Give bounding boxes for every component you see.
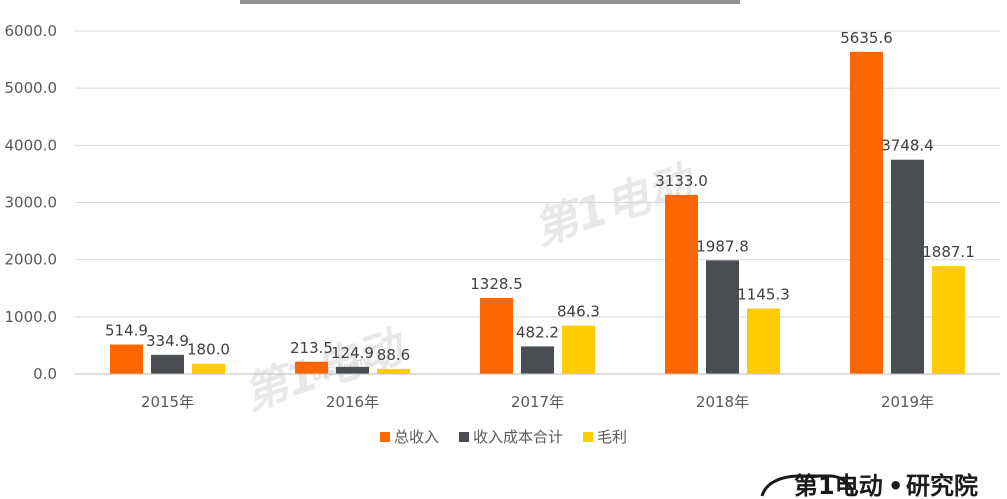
x-category-label: 2015年 (141, 393, 194, 411)
legend-swatch (380, 432, 390, 442)
data-label: 846.3 (557, 303, 600, 321)
y-tick-label: 6000.0 (5, 22, 58, 40)
legend: 总收入 收入成本合计 毛利 (380, 428, 627, 446)
y-tick-label: 5000.0 (5, 79, 58, 97)
legend-label: 毛利 (597, 428, 627, 446)
bar (521, 346, 554, 374)
data-label: 180.0 (187, 341, 230, 359)
data-label: 482.2 (516, 323, 559, 341)
x-category-label: 2018年 (696, 393, 749, 411)
data-label: 213.5 (290, 339, 333, 357)
y-tick-label: 0.0 (33, 365, 57, 383)
data-label: 3748.4 (881, 137, 934, 155)
brand-org-text: 研究院 (906, 472, 978, 499)
chart-title-remnant (240, 0, 740, 4)
bar (706, 260, 739, 374)
x-axis-category-labels: 2015年 2016年 2017年 2018年 2019年 (141, 393, 934, 411)
legend-label: 收入成本合计 (473, 428, 563, 446)
car-icon (760, 474, 854, 497)
y-tick-label: 2000.0 (5, 251, 58, 269)
gridlines (75, 30, 1000, 318)
brand-logo-text: 第1电动 (794, 472, 883, 499)
brand-logo: 第1电动 • 研究院 (760, 472, 978, 499)
legend-label: 总收入 (394, 428, 439, 446)
bar (850, 51, 883, 374)
data-label: 514.9 (105, 322, 148, 340)
bars (110, 51, 965, 374)
bar (932, 266, 965, 374)
data-label: 334.9 (146, 332, 189, 350)
bar (295, 361, 328, 374)
x-category-label: 2017年 (511, 393, 564, 411)
data-label: 1328.5 (470, 275, 523, 293)
bar (377, 368, 410, 374)
bar (562, 325, 595, 374)
bar (665, 194, 698, 374)
bar (151, 354, 184, 374)
y-tick-label: 4000.0 (5, 136, 58, 154)
bar (336, 366, 369, 374)
data-label: 5635.6 (840, 29, 893, 47)
data-label: 1987.8 (696, 237, 749, 255)
bar (110, 344, 143, 374)
brand-separator: • (888, 472, 903, 499)
y-tick-label: 1000.0 (5, 308, 58, 326)
data-label: 88.6 (377, 346, 410, 364)
bar (480, 298, 513, 374)
bar (891, 159, 924, 374)
legend-swatch (583, 432, 593, 442)
x-category-label: 2016年 (326, 393, 379, 411)
data-label: 1887.1 (922, 243, 975, 261)
y-axis-tick-labels: 0.0 1000.0 2000.0 3000.0 4000.0 5000.0 6000.0 (5, 22, 58, 383)
legend-swatch (459, 432, 469, 442)
data-label: 124.9 (331, 344, 374, 362)
bar (192, 363, 225, 374)
bar (747, 308, 780, 374)
y-tick-label: 3000.0 (5, 194, 58, 212)
x-category-label: 2019年 (881, 393, 934, 411)
data-label: 3133.0 (655, 172, 708, 190)
data-label: 1145.3 (737, 286, 790, 304)
